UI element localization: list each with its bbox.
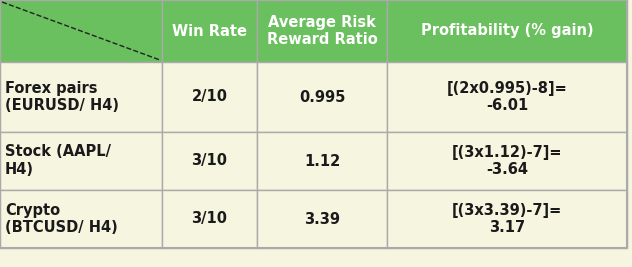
Text: Profitability (% gain): Profitability (% gain) (421, 23, 593, 38)
Bar (0, 132, 162, 190)
Bar (387, 0, 627, 62)
Bar (0, 0, 162, 62)
Bar (257, 190, 387, 248)
Text: Average Risk
Reward Ratio: Average Risk Reward Ratio (267, 14, 377, 48)
Text: [(3x1.12)-7]=
-3.64: [(3x1.12)-7]= -3.64 (452, 144, 562, 178)
Bar (257, 0, 387, 62)
Text: 3/10: 3/10 (191, 211, 228, 226)
Bar (257, 62, 387, 132)
Text: Stock (AAPL/
H4): Stock (AAPL/ H4) (5, 144, 111, 178)
Bar (0, 62, 162, 132)
Text: 1.12: 1.12 (304, 154, 340, 168)
Bar (0, 190, 162, 248)
Bar (162, 132, 257, 190)
Text: Win Rate: Win Rate (172, 23, 247, 38)
Text: Forex pairs
(EURUSD/ H4): Forex pairs (EURUSD/ H4) (5, 80, 119, 113)
Bar (387, 132, 627, 190)
Bar (162, 0, 257, 62)
Bar (162, 190, 257, 248)
Bar (257, 132, 387, 190)
Text: 3.39: 3.39 (304, 211, 340, 226)
Text: 3/10: 3/10 (191, 154, 228, 168)
Bar (162, 62, 257, 132)
Text: [(2x0.995)-8]=
-6.01: [(2x0.995)-8]= -6.01 (447, 80, 568, 113)
Bar (387, 62, 627, 132)
Text: Crypto
(BTCUSD/ H4): Crypto (BTCUSD/ H4) (5, 202, 118, 235)
Bar (387, 190, 627, 248)
Text: [(3x3.39)-7]=
3.17: [(3x3.39)-7]= 3.17 (452, 202, 562, 235)
Text: 0.995: 0.995 (299, 89, 345, 104)
Text: 2/10: 2/10 (191, 89, 228, 104)
